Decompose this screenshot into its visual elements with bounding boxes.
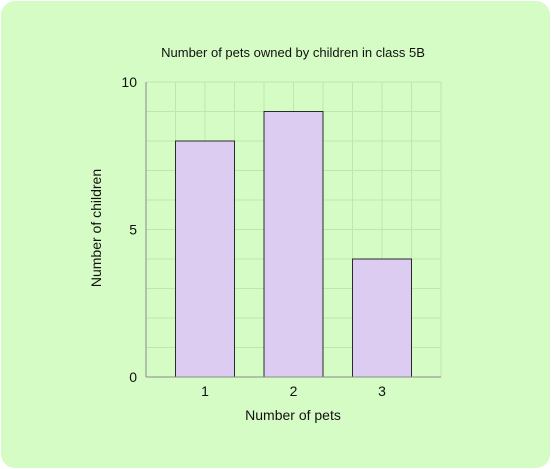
axes: [145, 82, 441, 378]
x-tick-label: 2: [290, 383, 298, 399]
chart-title: Number of pets owned by children in clas…: [161, 45, 425, 60]
y-tick-label: 10: [121, 74, 137, 90]
tick-labels: 1 2 3 0 5 10: [121, 74, 386, 399]
x-tick-label: 1: [201, 383, 209, 399]
y-tick-label: 0: [129, 369, 137, 385]
bar-1: [175, 140, 235, 378]
y-tick-label: 5: [129, 222, 137, 238]
y-axis-label: Number of children: [88, 169, 104, 287]
bar-3: [352, 258, 412, 378]
x-axis-label: Number of pets: [245, 407, 341, 423]
bar-2: [263, 111, 324, 378]
bars: [175, 111, 412, 378]
x-tick-label: 3: [378, 383, 386, 399]
